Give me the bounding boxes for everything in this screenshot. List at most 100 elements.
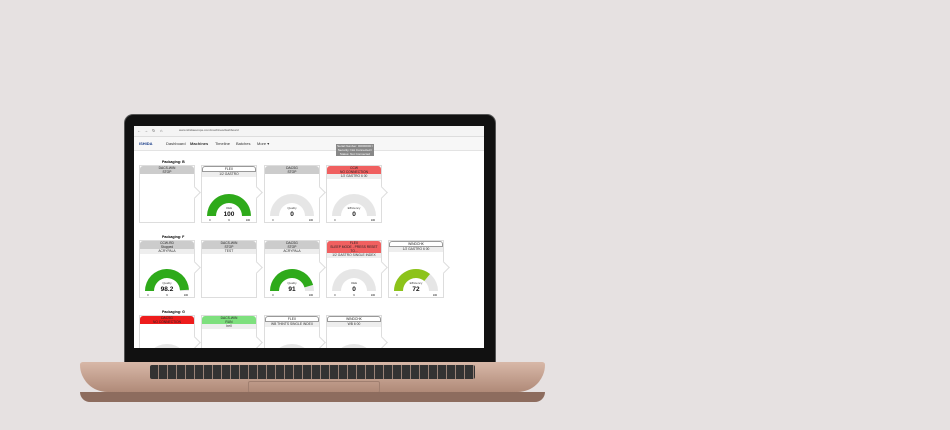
machine-name: WINDCHK: [408, 242, 424, 246]
machine-product: 1/2 GASTRO: [202, 172, 256, 177]
machine-status: Stopped: [160, 245, 174, 249]
gauge-unit: %: [166, 294, 169, 297]
machine-status: STOP: [162, 170, 172, 174]
nav-timeline[interactable]: Timeline: [215, 141, 230, 146]
gauge-max: 100: [184, 294, 189, 297]
machine-product: WB THINTS SINGLE INDEX: [265, 322, 319, 327]
gauge-max: 100: [309, 219, 314, 222]
machine-card[interactable]: DACSG STOP Quality 0 0 100: [264, 165, 326, 223]
machine-card[interactable]: WINDCHK WB 6 00 30 0 100: [326, 315, 388, 348]
group-title: Packaging: G: [162, 310, 185, 314]
machine-name: CCW-RD: [160, 241, 174, 245]
machine-name: FLEX: [349, 241, 359, 245]
group-title: Packaging: F: [162, 235, 185, 239]
machine-name: DACS-WIN: [220, 241, 238, 245]
gauge-track: [332, 269, 376, 291]
machine-name: DACS-WIN: [220, 316, 238, 320]
browser-toolbar: ← → ↻ ⌂ www.ishidaeurope.com/machines/da…: [134, 126, 484, 137]
machine-product: ACRYPALA: [265, 249, 319, 254]
machine-name: DACS-WIN: [158, 166, 176, 170]
machine-card[interactable]: DACS-WIN STOP TEST: [201, 240, 263, 298]
machine-status: STOP: [224, 245, 234, 249]
nav-batches[interactable]: Batches: [236, 141, 251, 146]
machine-status: RUN: [225, 320, 233, 324]
gauge: Quality 0 0 100: [270, 194, 314, 222]
machine-product: TEST: [202, 249, 256, 254]
machine-card[interactable]: FLEX 1/2 GASTRO OEE 100 % 0 100: [201, 165, 263, 223]
gauge-fill: [270, 269, 314, 291]
card-arrow: [188, 186, 201, 199]
gauge-max: 100: [371, 294, 376, 297]
gauge-max: 100: [246, 219, 251, 222]
machine-card[interactable]: FLEX WB THINTS SINGLE INDEX 0 0 100: [264, 315, 326, 348]
gauge-track: [270, 194, 314, 216]
gauge-fill: [207, 193, 251, 216]
machine-product: ACRYPALA: [140, 249, 194, 254]
machine-name: DACSG: [286, 241, 298, 245]
group-title: Packaging: B: [162, 160, 185, 164]
nav-more[interactable]: More ▾: [257, 141, 270, 146]
gauge-max: 100: [371, 219, 376, 222]
machine-card[interactable]: DACSG NO CONNECTION 0 0 100: [139, 315, 201, 348]
gauge-value: 0: [352, 286, 356, 293]
home-icon[interactable]: ⌂: [160, 128, 163, 133]
gauge-track: [332, 194, 376, 216]
forward-icon[interactable]: →: [144, 128, 148, 133]
gauge-min: 0: [396, 294, 398, 297]
gauge-value: 100: [224, 211, 235, 218]
machine-card[interactable]: CCW NO CONNECTION 1/2 GASTRO 6 00 Effici…: [326, 165, 388, 223]
machine-name: CCW: [350, 166, 358, 170]
logo: ISHIDA: [139, 141, 153, 146]
nav-machines[interactable]: Machines: [190, 141, 209, 146]
nav-dashboard[interactable]: Dashboard: [166, 141, 186, 146]
tooltip: Serial Number: 00000000 / Security: Not …: [336, 144, 374, 156]
gauge: 30 0 100: [341, 344, 367, 348]
card-arrow: [250, 261, 263, 274]
gauge-label: Quality: [287, 281, 297, 285]
machine-status: STOP: [287, 245, 297, 249]
back-icon[interactable]: ←: [137, 128, 141, 133]
machine-name: FLEX: [287, 317, 297, 321]
machine-card[interactable]: DACSG STOP ACRYPALA Quality 91 0 100: [264, 240, 326, 298]
machine-name: DACSG: [286, 166, 298, 170]
gauge-track: [279, 344, 305, 348]
reload-icon[interactable]: ↻: [152, 128, 156, 133]
machine-card[interactable]: FLEX SLEEP MODE - PRESS RESET TO... 1/2 …: [326, 240, 388, 298]
gauge-value: 91: [288, 286, 296, 293]
dashboard-screen: ← → ↻ ⌂ www.ishidaeurope.com/machines/da…: [134, 126, 484, 348]
gauge-unit: %: [353, 294, 356, 297]
gauge: 0 0 100: [154, 344, 180, 348]
machine-product: bell: [202, 324, 256, 329]
gauge-value: 0: [290, 211, 294, 218]
machine-status: NO CONNECTION: [152, 320, 182, 324]
gauge-value: 72: [412, 286, 420, 293]
gauge-label: OEE: [351, 281, 357, 285]
gauge: Quality 91 0 100: [270, 269, 314, 297]
machine-card[interactable]: DACS-WIN STOP: [139, 165, 201, 223]
gauge-label: Efficiency: [410, 281, 423, 285]
machine-name: DACSG: [161, 316, 173, 320]
gauge-fill: [145, 269, 189, 291]
machine-status: NO CONNECTION: [339, 170, 369, 174]
gauge-value: 98.2: [161, 286, 174, 293]
gauge: Efficiency 0 0 100: [332, 194, 376, 222]
gauge-min: 0: [209, 219, 211, 222]
gauge-value: 0: [352, 211, 356, 218]
machine-product: 1/2 GASTRO 6 00: [327, 174, 381, 179]
machine-product: WB 6 00: [327, 322, 381, 327]
gauge-min: 0: [147, 294, 149, 297]
laptop-front: [80, 392, 545, 402]
machine-card[interactable]: CCW-RD Stopped ACRYPALA Quality 98.2 % 0…: [139, 240, 201, 298]
machine-name: FLEX: [224, 167, 234, 171]
gauge-label: OEE: [226, 206, 232, 210]
machine-card[interactable]: DACS-WIN RUN bell: [201, 315, 263, 348]
gauge-label: Quality: [162, 281, 172, 285]
card-arrow: [250, 336, 263, 348]
machine-product: 1/2 GASTRO SINGLE INDEX: [327, 253, 381, 258]
gauge-min: 0: [272, 294, 274, 297]
gauge: Efficiency 72 0 100: [394, 269, 438, 297]
url-bar[interactable]: www.ishidaeurope.com/machines/dashboard: [179, 128, 239, 132]
machine-card[interactable]: WINDCHK 1/2 GASTRO 6 00 Efficiency 72 0 …: [388, 240, 450, 298]
gauge: 0 0 100: [279, 344, 305, 348]
machine-name: WINDCHK: [346, 317, 362, 321]
